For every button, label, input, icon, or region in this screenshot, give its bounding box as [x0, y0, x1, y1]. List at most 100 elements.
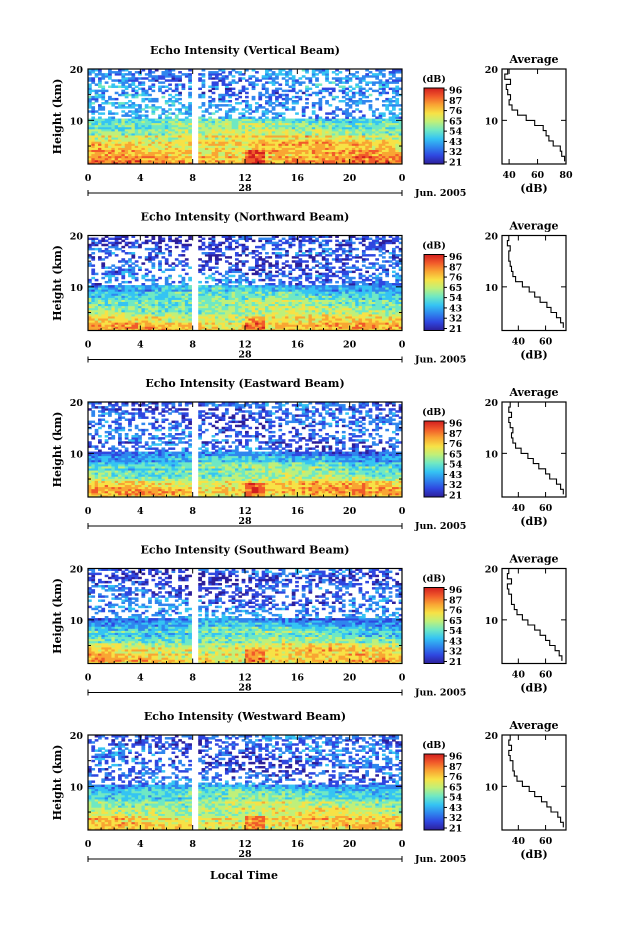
heatmap-cell — [154, 316, 159, 319]
heatmap-cell — [368, 139, 373, 142]
heatmap-cell — [214, 118, 219, 122]
heatmap-cell — [91, 147, 96, 150]
heatmap-cell — [208, 322, 212, 325]
heatmap-cell — [318, 293, 323, 296]
heatmap-cell — [321, 73, 326, 76]
heatmap-cell — [255, 320, 259, 323]
heatmap-cell — [104, 301, 109, 305]
heatmap-cell — [178, 291, 182, 294]
heatmap-cell — [281, 318, 286, 321]
heatmap-cell — [275, 124, 279, 128]
heatmap-cell — [124, 322, 129, 325]
heatmap-cell — [261, 320, 266, 323]
heatmap-cell — [288, 293, 293, 296]
heatmap-cell — [388, 116, 393, 119]
heatmap-cell — [331, 326, 336, 329]
heatmap-cell — [174, 145, 179, 148]
heatmap-cell — [318, 309, 323, 313]
heatmap-cell — [245, 326, 249, 329]
heatmap-cell — [348, 311, 353, 315]
heatmap-cell — [201, 320, 206, 323]
heatmap-cell — [218, 155, 223, 159]
heatmap-cell — [91, 116, 96, 119]
heatmap-cell — [338, 120, 343, 124]
heatmap-cell — [174, 293, 179, 296]
x-tick-label: 12 — [238, 173, 251, 184]
heatmap-cell — [295, 135, 299, 138]
heatmap-cell — [138, 141, 142, 144]
heatmap-cell — [268, 143, 273, 146]
heatmap-cell — [285, 311, 289, 315]
heatmap-cell — [224, 297, 229, 300]
heatmap-cell — [141, 126, 146, 130]
heatmap-cell — [301, 139, 306, 142]
heatmap-cell — [88, 318, 92, 321]
heatmap-cell — [288, 309, 293, 313]
heatmap-cell — [281, 295, 286, 298]
heatmap-cell — [265, 322, 269, 325]
heatmap-cell — [288, 137, 293, 140]
heatmap-cell — [228, 81, 233, 84]
heatmap-cell — [395, 316, 400, 319]
heatmap-cell — [98, 151, 102, 155]
heatmap-cell — [391, 106, 396, 109]
heatmap-cell — [168, 104, 172, 107]
heatmap-cell — [278, 293, 283, 296]
heatmap-cell — [391, 71, 396, 74]
heatmap-cell — [201, 83, 206, 86]
heatmap-cell — [288, 322, 293, 325]
heatmap-cell — [168, 126, 172, 130]
heatmap-cell — [248, 108, 253, 111]
heatmap-cell — [104, 313, 109, 317]
heatmap-cell — [158, 157, 162, 161]
heatmap-cell — [255, 295, 259, 298]
heatmap-cell — [251, 161, 256, 165]
heatmap-cell — [395, 137, 400, 140]
heatmap-cell — [164, 99, 169, 103]
heatmap-cell — [134, 145, 139, 148]
heatmap-cell — [331, 297, 336, 300]
heatmap-cell — [108, 73, 112, 76]
heatmap-cell — [231, 155, 236, 159]
heatmap-cell — [278, 137, 283, 140]
heatmap-cell — [214, 139, 219, 142]
heatmap-cell — [245, 104, 249, 107]
heatmap-cell — [348, 297, 353, 300]
heatmap-cell — [255, 102, 259, 105]
heatmap-cell — [161, 295, 166, 298]
heatmap-cell — [214, 87, 219, 91]
heatmap-cell — [258, 93, 263, 97]
heatmap-cell — [151, 122, 156, 126]
heatmap-cell — [94, 297, 99, 300]
heatmap-cell — [321, 303, 326, 307]
heatmap-cell — [108, 157, 112, 161]
heatmap-cell — [114, 85, 119, 88]
heatmap-cell — [151, 97, 156, 101]
heatmap-cell — [348, 313, 353, 317]
heatmap-cell — [371, 322, 376, 325]
heatmap-cell — [371, 161, 376, 165]
heatmap-cell — [204, 130, 209, 134]
heatmap-cell — [275, 289, 279, 292]
heatmap-cell — [395, 143, 400, 146]
heatmap-cell — [278, 311, 283, 315]
heatmap-cell — [258, 313, 263, 317]
heatmap-cell — [395, 157, 400, 161]
heatmap-cell — [331, 149, 336, 153]
heatmap-cell — [168, 93, 172, 97]
heatmap-cell — [118, 151, 122, 155]
heatmap-cell — [154, 151, 159, 155]
heatmap-cell — [251, 309, 256, 313]
heatmap-cell — [385, 293, 390, 296]
heatmap-cell — [348, 137, 353, 140]
heatmap-cell — [158, 289, 162, 292]
heatmap-cell — [298, 124, 303, 128]
heatmap-cell — [241, 157, 246, 161]
heatmap-cell — [238, 309, 243, 313]
heatmap-cell — [211, 311, 216, 315]
heatmap-cell — [348, 135, 353, 138]
heatmap-cell — [201, 328, 206, 331]
heatmap-cell — [281, 149, 286, 153]
heatmap-cell — [238, 124, 243, 128]
heatmap-cell — [138, 116, 142, 119]
